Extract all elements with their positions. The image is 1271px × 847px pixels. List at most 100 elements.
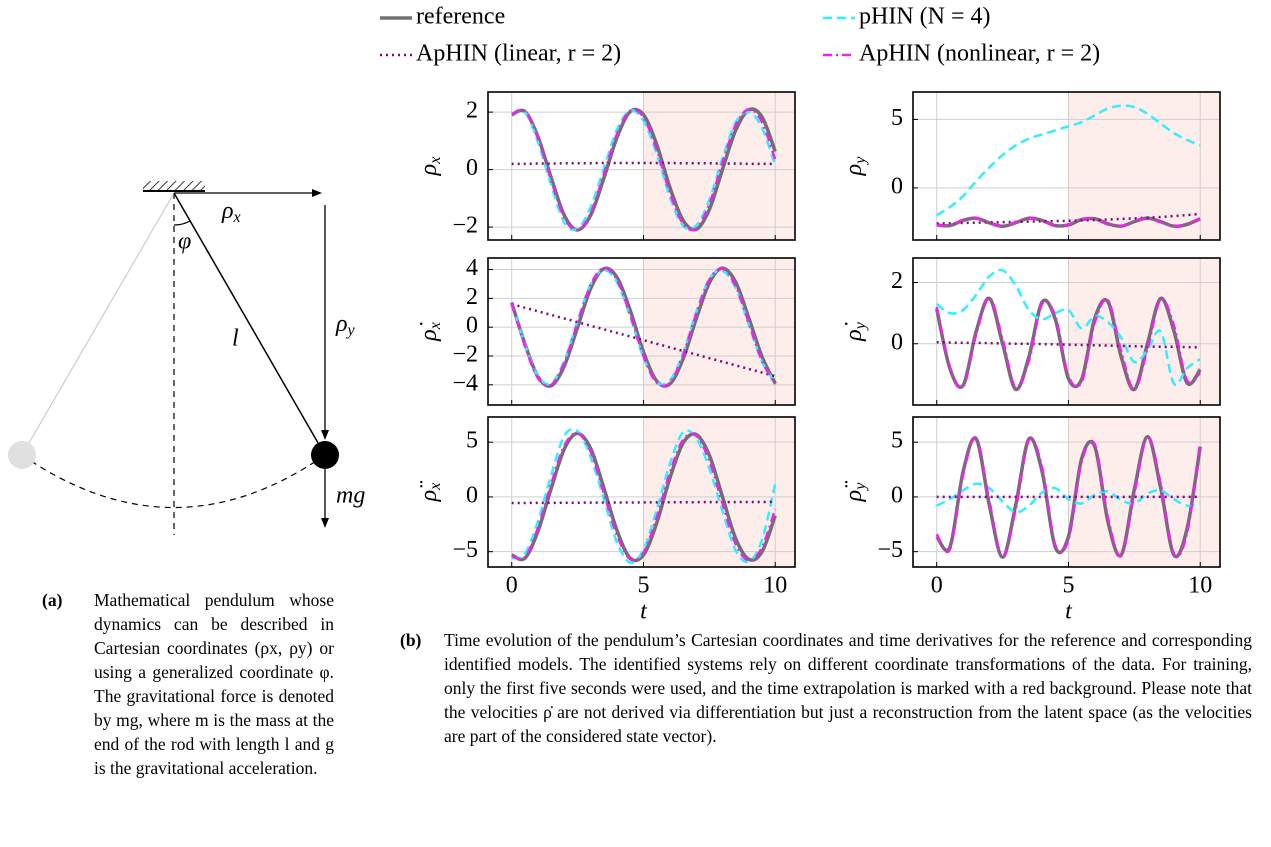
y-axis-label: ρy: [841, 156, 869, 177]
series-line: [935, 435, 1202, 559]
series-line: [511, 427, 777, 564]
y-tick-label: 0: [466, 482, 478, 508]
y-tick-label: 2: [891, 268, 903, 294]
x-tick-label: 10: [1188, 573, 1212, 599]
y-axis-label: ρx: [416, 157, 444, 177]
legend-label: ApHIN (nonlinear, r = 2): [859, 41, 1100, 67]
rho-y-label: ρy: [335, 311, 356, 339]
y-tick-label: 0: [466, 155, 478, 181]
subplot: −2 0 2 ρx: [416, 91, 796, 241]
x-axis-label: t: [1065, 599, 1073, 625]
angle-arc: [173, 220, 191, 226]
ceiling: [143, 181, 205, 190]
plot-frame: [487, 416, 796, 568]
series-lines: [510, 427, 777, 564]
subplot: 0 2 ρ̇y: [841, 257, 1221, 406]
series-lines: [510, 266, 777, 388]
series-line: [511, 432, 777, 562]
label-sub: x: [233, 209, 241, 226]
gravity-label: mg: [336, 483, 365, 509]
x-tick-label: 0: [506, 573, 518, 599]
caption-label: (b): [400, 630, 422, 650]
caption-label: (a): [42, 590, 63, 610]
y-axis-label: ρ̈y: [841, 481, 869, 503]
y-tick-label: 5: [891, 105, 903, 131]
rod-ghost: [21, 192, 175, 456]
subplot: −5 0 5 0 5 10 t ρ̈y: [841, 416, 1221, 625]
y-tick-label: −2: [452, 342, 478, 368]
arrow-head: [312, 189, 322, 197]
series-line: [936, 212, 1201, 225]
y-axis-label-sub: y: [852, 482, 869, 492]
x-tick-label: 0: [931, 573, 943, 599]
series-line: [935, 296, 1202, 391]
series-line: [936, 104, 1201, 217]
series-line: [936, 482, 1201, 514]
legend-label: reference: [416, 4, 505, 30]
caption-b: (b) Time evolution of the pendulum’s Car…: [400, 628, 1252, 748]
label-main: ρ: [221, 198, 234, 224]
series-line: [511, 109, 777, 231]
rod: [173, 192, 326, 456]
plot-frame: [912, 257, 1221, 406]
plot-frame: [912, 91, 1221, 241]
y-axis-label-sub: x: [427, 322, 444, 330]
rho-x-label: ρx: [221, 198, 241, 226]
y-tick-label: −5: [877, 537, 903, 563]
legend: reference pHIN (N = 4) ApHIN (linear, r = …: [380, 4, 1100, 67]
y-axis-label-sub: x: [427, 483, 444, 491]
caption-a: (a) Mathematical pendulum whose dynamics…: [42, 588, 334, 780]
y-tick-label: 0: [891, 329, 903, 355]
y-axis-label-sub: y: [852, 321, 869, 331]
label-sub: y: [346, 322, 356, 339]
y-axis-label: ρ̇x: [416, 322, 444, 342]
bob: [311, 441, 339, 469]
y-tick-label: −2: [452, 213, 478, 239]
bob-ghost: [8, 441, 36, 469]
y-tick-label: 2: [466, 98, 478, 124]
x-tick-label: 5: [1062, 573, 1074, 599]
subplot: −5 0 5 0 5 10 t ρ̈x: [416, 416, 796, 625]
y-tick-label: 4: [466, 255, 478, 281]
arrow-head: [321, 518, 329, 528]
angle-label: φ: [178, 229, 191, 255]
legend-label: ApHIN (linear, r = 2): [416, 41, 621, 67]
caption-text: Mathematical pendulum whose dynamics can…: [94, 590, 334, 778]
series-line: [511, 107, 777, 232]
label-main: ρ: [335, 311, 348, 337]
x-tick-label: 5: [637, 573, 649, 599]
y-axis-label-sub: x: [427, 157, 444, 165]
series-line: [510, 266, 777, 388]
arrow-head: [321, 430, 329, 440]
y-tick-label: 2: [466, 284, 478, 310]
series-line: [511, 500, 776, 505]
y-axis-label: ρ̈x: [416, 481, 444, 503]
series-lines: [935, 434, 1202, 559]
y-tick-label: 0: [466, 313, 478, 339]
series-lines: [936, 104, 1201, 229]
plot-frame: [487, 91, 796, 241]
legend-label: pHIN (N = 4): [859, 4, 991, 30]
series-lines: [511, 107, 777, 232]
series-lines: [935, 268, 1202, 392]
series-line: [511, 302, 776, 378]
pendulum-diagram: ρx ρy l mg φ: [8, 181, 365, 535]
y-axis-label-main: ρ: [841, 164, 867, 177]
y-tick-label: 5: [891, 428, 903, 454]
y-tick-label: 0: [891, 482, 903, 508]
extrapolation-region: [643, 92, 795, 240]
series-line: [511, 161, 776, 166]
series-line: [936, 216, 1201, 228]
y-axis-label: ρ̇y: [841, 321, 869, 342]
plot-frame: [487, 257, 796, 406]
y-tick-label: 0: [891, 173, 903, 199]
x-axis-label: t: [640, 599, 648, 625]
extrapolation-region: [643, 258, 795, 405]
subplot: 0 5 ρy: [841, 91, 1221, 241]
y-tick-label: 5: [466, 428, 478, 454]
swing-arc: [21, 454, 326, 508]
y-axis-label-sub: y: [852, 156, 869, 166]
